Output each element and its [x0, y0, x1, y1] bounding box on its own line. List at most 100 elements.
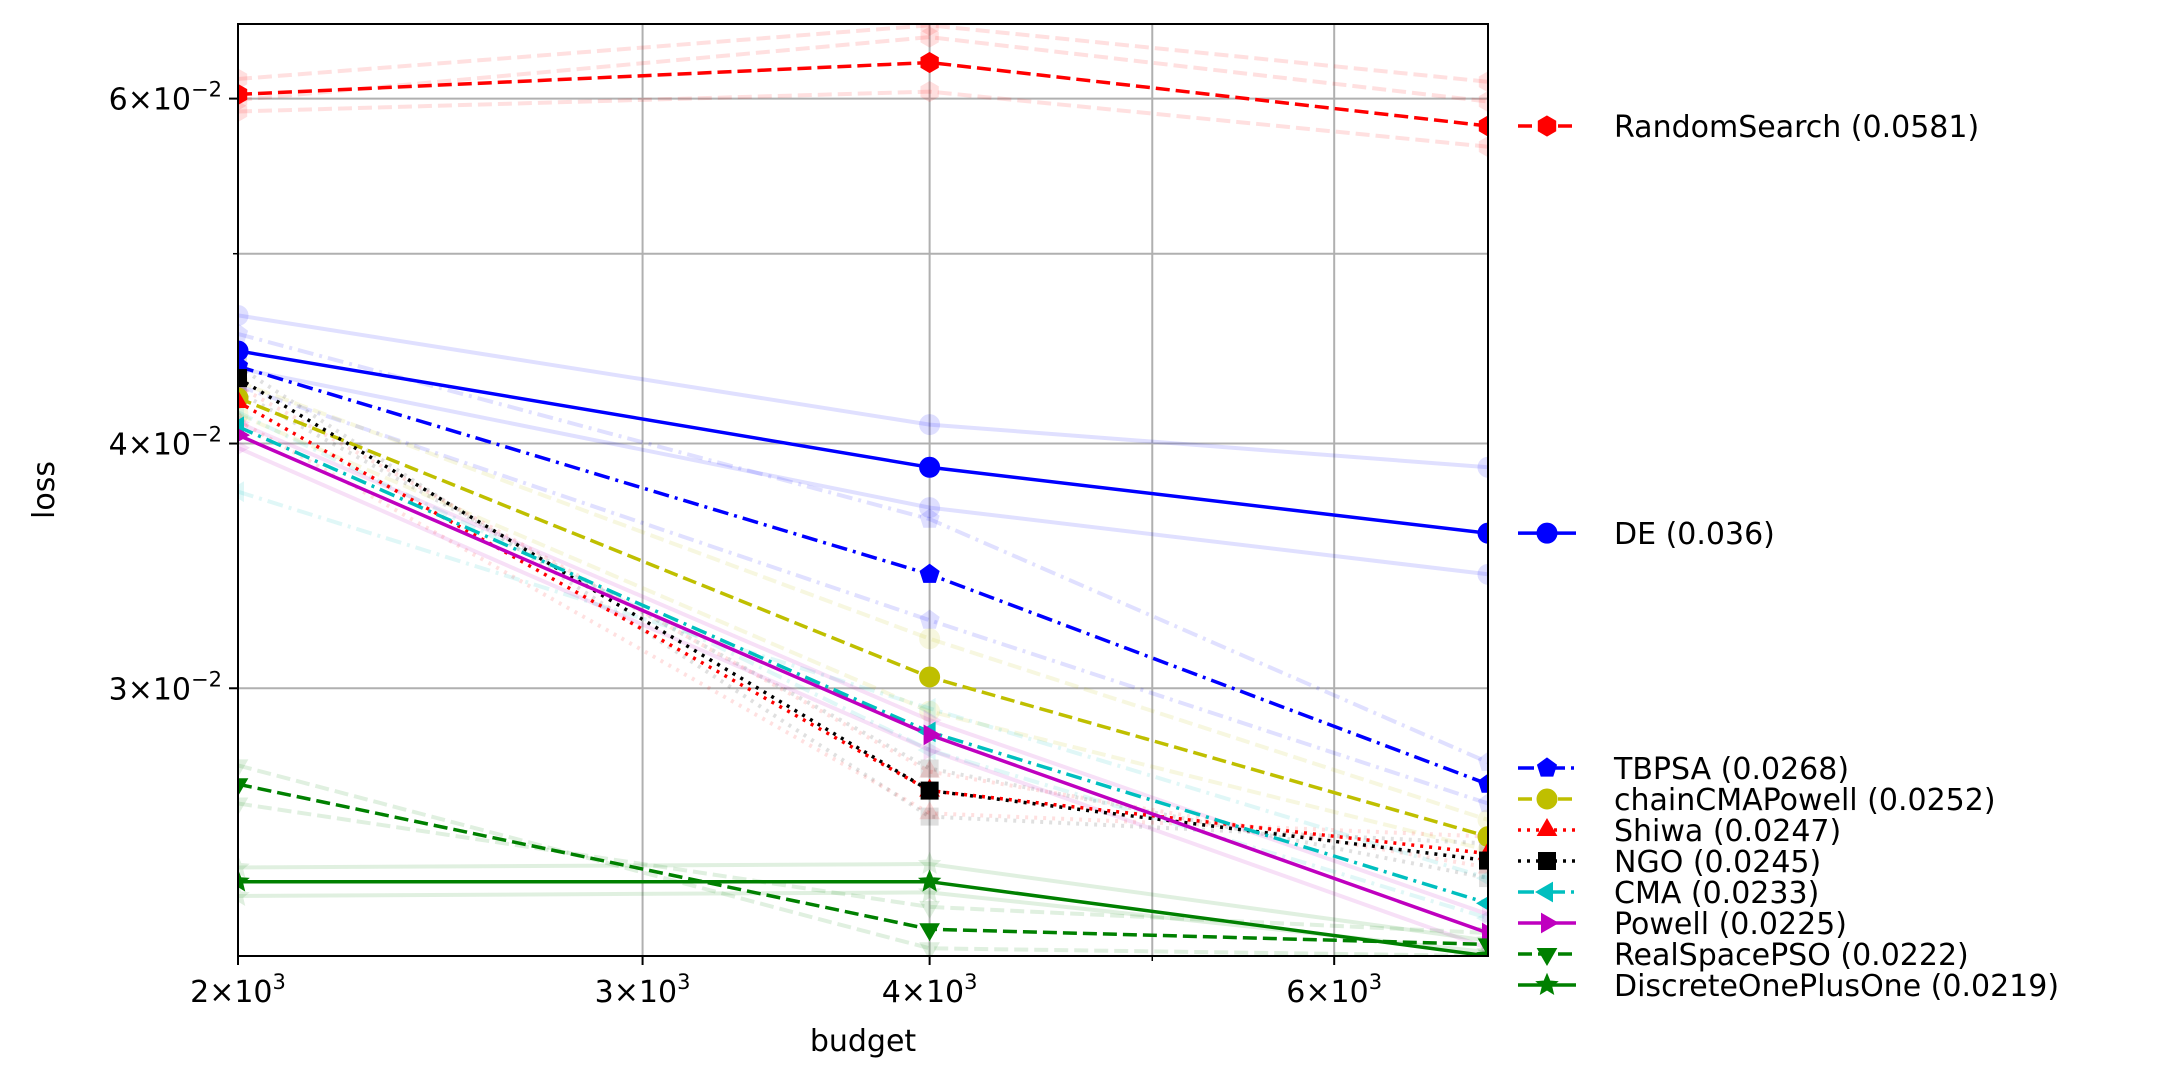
faint-series-point — [919, 900, 940, 919]
faint-series-line — [238, 364, 1488, 846]
faint-series-point — [920, 81, 939, 103]
x-tick-label: 6×103 — [1286, 970, 1382, 1010]
faint-series-point — [919, 414, 941, 436]
faint-series-point — [1479, 869, 1488, 888]
faint-series-point — [917, 880, 942, 903]
series-point — [238, 83, 248, 105]
faint-series-point — [1477, 809, 1488, 831]
faint-series-point — [238, 323, 249, 343]
faint-series-point — [1478, 136, 1488, 158]
legend-item: Powell (0.0225) — [1518, 907, 1847, 942]
marker-layer — [238, 51, 1488, 956]
series-point — [920, 781, 939, 800]
faint-series-line — [238, 384, 1488, 806]
legend-label: DE (0.036) — [1614, 517, 1775, 552]
series-point — [919, 923, 940, 942]
faint-series-point — [238, 100, 248, 123]
faint-series-point — [919, 700, 941, 722]
faint-series-point — [919, 609, 940, 629]
series-point — [923, 724, 942, 746]
faint-series-line — [238, 331, 1488, 765]
faint-series-line — [238, 801, 1488, 935]
faint-series-point — [919, 497, 941, 519]
faint-series-line — [238, 89, 1488, 149]
faint-series-line — [238, 420, 1488, 917]
faint-series-point — [1475, 911, 1488, 925]
faint-series-line — [238, 384, 1488, 870]
legend-item: chainCMAPowell (0.0252) — [1518, 783, 1996, 818]
legend-marker — [1541, 912, 1560, 934]
faint-series-point — [923, 739, 942, 761]
legend-label: chainCMAPowell (0.0252) — [1614, 783, 1996, 818]
faint-series-line — [238, 366, 1488, 577]
faint-series-line — [238, 390, 1488, 881]
legend-label: Powell (0.0225) — [1614, 907, 1847, 942]
legend-marker — [1536, 817, 1558, 836]
x-tick-label: 2×103 — [190, 970, 286, 1010]
faint-series-point — [238, 759, 249, 778]
legend-marker — [1534, 881, 1553, 903]
legend-item: NGO (0.0245) — [1518, 845, 1821, 880]
series-point — [1475, 896, 1488, 911]
legend-item: DE (0.036) — [1518, 517, 1775, 552]
faint-series-point — [917, 697, 936, 719]
faint-series-point — [1478, 90, 1488, 113]
faint-series-point — [1477, 751, 1488, 771]
faint-series-point — [1482, 903, 1488, 925]
faint-series-point — [238, 304, 249, 326]
legend-label: TBPSA (0.0268) — [1613, 752, 1849, 787]
series-point — [1476, 943, 1488, 956]
legend-item: TBPSA (0.0268) — [1518, 752, 1849, 787]
faint-series-point — [238, 481, 244, 503]
legend-marker — [1536, 788, 1558, 810]
faint-series-point — [238, 797, 249, 816]
series-point — [238, 369, 247, 388]
faint-series-point — [1477, 563, 1488, 585]
faint-series-line — [238, 380, 1488, 822]
series-point — [919, 563, 940, 583]
faint-series-point — [238, 440, 251, 455]
series-point — [238, 869, 250, 892]
legend-item: Shiwa (0.0247) — [1518, 814, 1841, 849]
faint-series-point — [1475, 871, 1488, 886]
series-point — [238, 340, 249, 362]
faint-series-point — [920, 26, 939, 48]
faint-series-point — [919, 508, 940, 528]
faint-series-line — [238, 489, 1488, 881]
faint-series-line — [238, 313, 1488, 470]
faint-series-line — [238, 412, 1488, 853]
faint-series-point — [919, 628, 941, 650]
faint-series-point — [1478, 71, 1488, 93]
ticks: 2×103 3×103 4×103 6×103 3×10−2 4×10−2 6×10−2 — [109, 78, 1382, 1010]
faint-series-point — [1477, 456, 1488, 478]
legend-marker — [1536, 522, 1558, 544]
series-line — [238, 376, 1488, 863]
legend-label: DiscreteOnePlusOne (0.0219) — [1614, 969, 2059, 1004]
series-point — [1477, 773, 1488, 793]
series-point — [238, 428, 251, 443]
legend-label: RandomSearch (0.0581) — [1614, 110, 1979, 145]
legend-label: CMA (0.0233) — [1614, 876, 1819, 911]
legend: RandomSearch (0.0581) DE (0.036) TBPSA (0.… — [1518, 110, 2059, 1004]
faint-series-line — [238, 763, 1488, 956]
series-point — [920, 51, 939, 74]
faint-series-point — [919, 801, 940, 820]
faint-series-point — [920, 24, 939, 36]
series-point — [919, 456, 941, 478]
faint-series-point — [238, 855, 250, 878]
legend-item: DiscreteOnePlusOne (0.0219) — [1518, 969, 2059, 1004]
series-point — [1482, 922, 1488, 944]
x-tick-label: 3×103 — [595, 970, 691, 1010]
series-point — [919, 666, 941, 688]
faint-series-point — [920, 807, 939, 826]
x-tick-label: 4×103 — [882, 970, 978, 1010]
faint-series-line — [238, 445, 1488, 951]
faint-series-line — [238, 35, 1488, 104]
faint-series-point — [917, 851, 942, 874]
y-axis-label: loss — [27, 461, 62, 519]
faint-series-line — [238, 861, 1488, 943]
legend-marker — [1535, 972, 1559, 995]
faint-series-point — [238, 883, 250, 906]
